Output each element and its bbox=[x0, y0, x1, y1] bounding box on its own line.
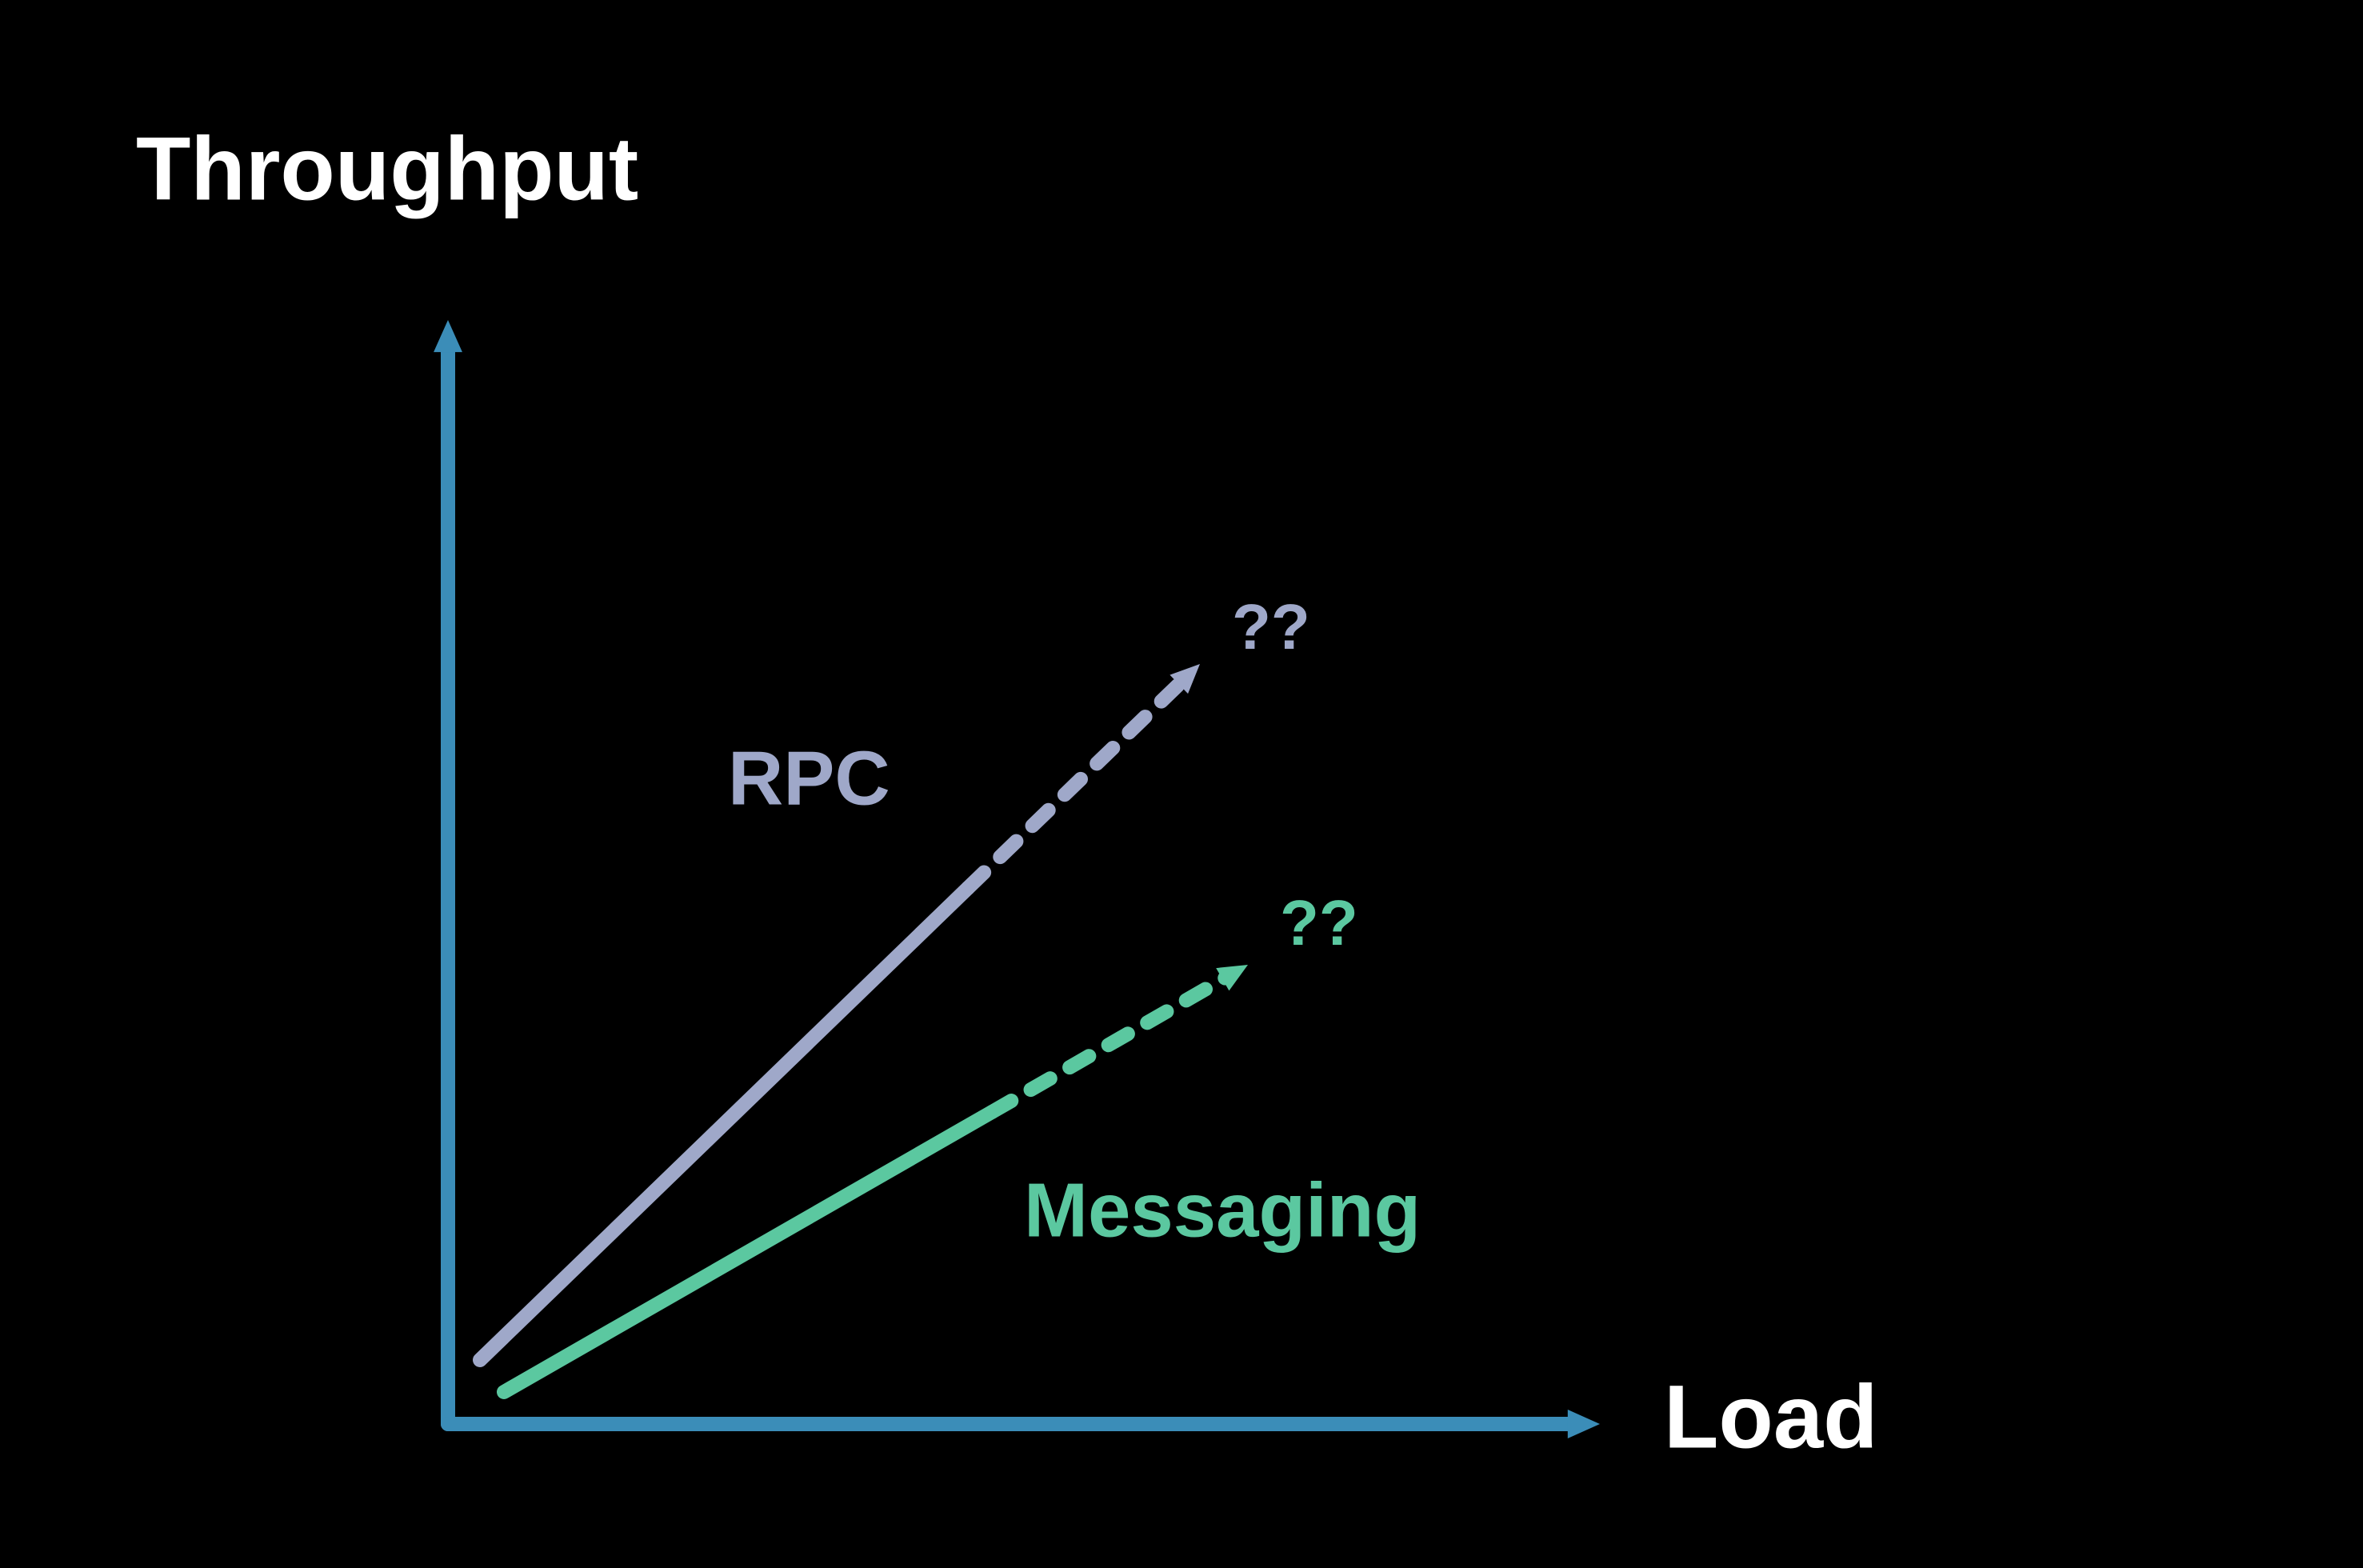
series-messaging-question: ?? bbox=[1280, 887, 1358, 958]
series-messaging-label: Messaging bbox=[1024, 1167, 1421, 1253]
throughput-load-chart: Throughput Load RPC?? Messaging?? bbox=[0, 0, 2363, 1568]
y-axis-title: Throughput bbox=[136, 119, 638, 219]
chart-bg bbox=[0, 0, 2363, 1568]
x-axis-title: Load bbox=[1664, 1367, 1878, 1467]
series-rpc-question: ?? bbox=[1232, 591, 1310, 662]
series-rpc-label: RPC bbox=[728, 735, 890, 821]
